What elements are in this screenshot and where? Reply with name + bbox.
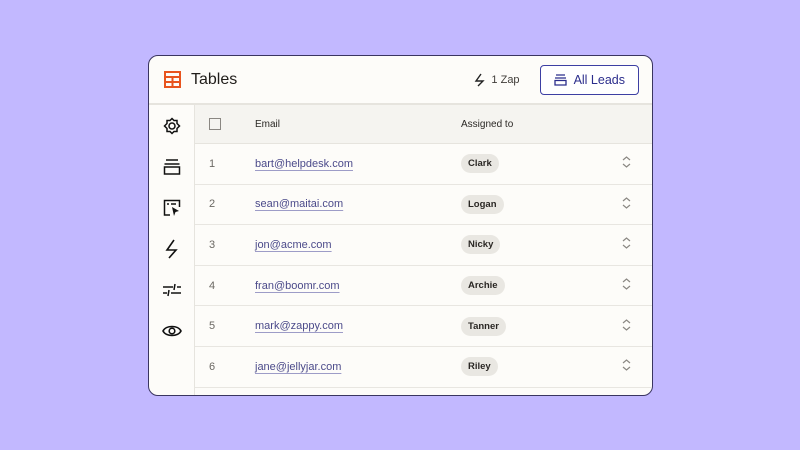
- zap-label: 1 Zap: [491, 73, 520, 86]
- table-row[interactable]: 1 bart@helpdesk.com Clark: [195, 144, 652, 185]
- gear-icon: [162, 116, 181, 135]
- zap-icon: [164, 239, 178, 259]
- email-link[interactable]: fran@boomr.com: [255, 279, 340, 292]
- layers-icon: [553, 73, 567, 86]
- row-number: 1: [209, 157, 216, 170]
- table-row[interactable]: 2 sean@maitai.com Logan: [195, 185, 652, 226]
- eye-icon: [161, 325, 182, 336]
- row-number: 6: [209, 360, 216, 373]
- records-button[interactable]: [149, 146, 194, 187]
- zap-icon: [475, 73, 486, 86]
- filters-button[interactable]: [149, 269, 194, 310]
- table-header: Email Assigned to: [195, 105, 652, 144]
- zap-count-link[interactable]: 1 Zap: [474, 73, 520, 87]
- select-chevron-icon[interactable]: [622, 359, 652, 374]
- row-number: 2: [209, 198, 216, 211]
- select-chevron-icon[interactable]: [622, 318, 652, 334]
- assignee-chip[interactable]: Tanner: [461, 316, 506, 336]
- table-row[interactable]: 4 fran@boomr.com Archie: [195, 266, 652, 307]
- tables-card: Tables 1 Zap All Leads Email Assigned to…: [148, 55, 653, 396]
- email-link[interactable]: mark@zappy.com: [255, 320, 343, 333]
- email-link[interactable]: jon@acme.com: [255, 238, 332, 251]
- assignee-chip[interactable]: Nicky: [461, 235, 501, 255]
- sidebar: [149, 105, 195, 395]
- select-chevron-icon[interactable]: [622, 278, 652, 293]
- select-chevron-icon[interactable]: [622, 237, 652, 252]
- interface-button[interactable]: [149, 187, 194, 228]
- table-row[interactable]: 6 jane@jellyjar.com Riley: [195, 347, 652, 388]
- row-number: 4: [209, 279, 216, 292]
- select-chevron-icon[interactable]: [622, 156, 652, 171]
- column-email[interactable]: Email: [255, 118, 281, 130]
- view-button[interactable]: [149, 310, 194, 351]
- assignee-chip[interactable]: Clark: [461, 154, 499, 174]
- table-row[interactable]: 5 mark@zappy.com Tanner: [195, 306, 652, 347]
- header: Tables 1 Zap All Leads: [149, 56, 652, 105]
- email-link[interactable]: jane@jellyjar.com: [255, 360, 342, 373]
- email-link[interactable]: sean@maitai.com: [255, 198, 344, 211]
- row-number: 3: [209, 238, 216, 251]
- layers-icon: [163, 158, 180, 175]
- table-row[interactable]: 3 jon@acme.com Nicky: [195, 225, 652, 266]
- email-link[interactable]: bart@helpdesk.com: [255, 157, 353, 170]
- settings-button[interactable]: [149, 105, 194, 146]
- sliders-icon: [162, 283, 181, 296]
- assignee-chip[interactable]: Logan: [461, 194, 504, 214]
- app-title: Tables: [191, 70, 238, 88]
- row-number: 5: [209, 320, 216, 333]
- column-assigned-to[interactable]: Assigned to: [461, 118, 514, 130]
- table-logo-icon: [164, 71, 181, 88]
- assignee-chip[interactable]: Riley: [461, 357, 498, 377]
- leads-table: Email Assigned to 1 bart@helpdesk.com Cl…: [195, 105, 652, 395]
- select-all-checkbox[interactable]: [209, 118, 221, 130]
- interface-icon: [163, 199, 180, 216]
- select-chevron-icon[interactable]: [622, 197, 652, 212]
- all-leads-button[interactable]: All Leads: [539, 64, 639, 95]
- all-leads-label: All Leads: [573, 72, 625, 87]
- zaps-button[interactable]: [149, 228, 194, 269]
- assignee-chip[interactable]: Archie: [461, 276, 505, 296]
